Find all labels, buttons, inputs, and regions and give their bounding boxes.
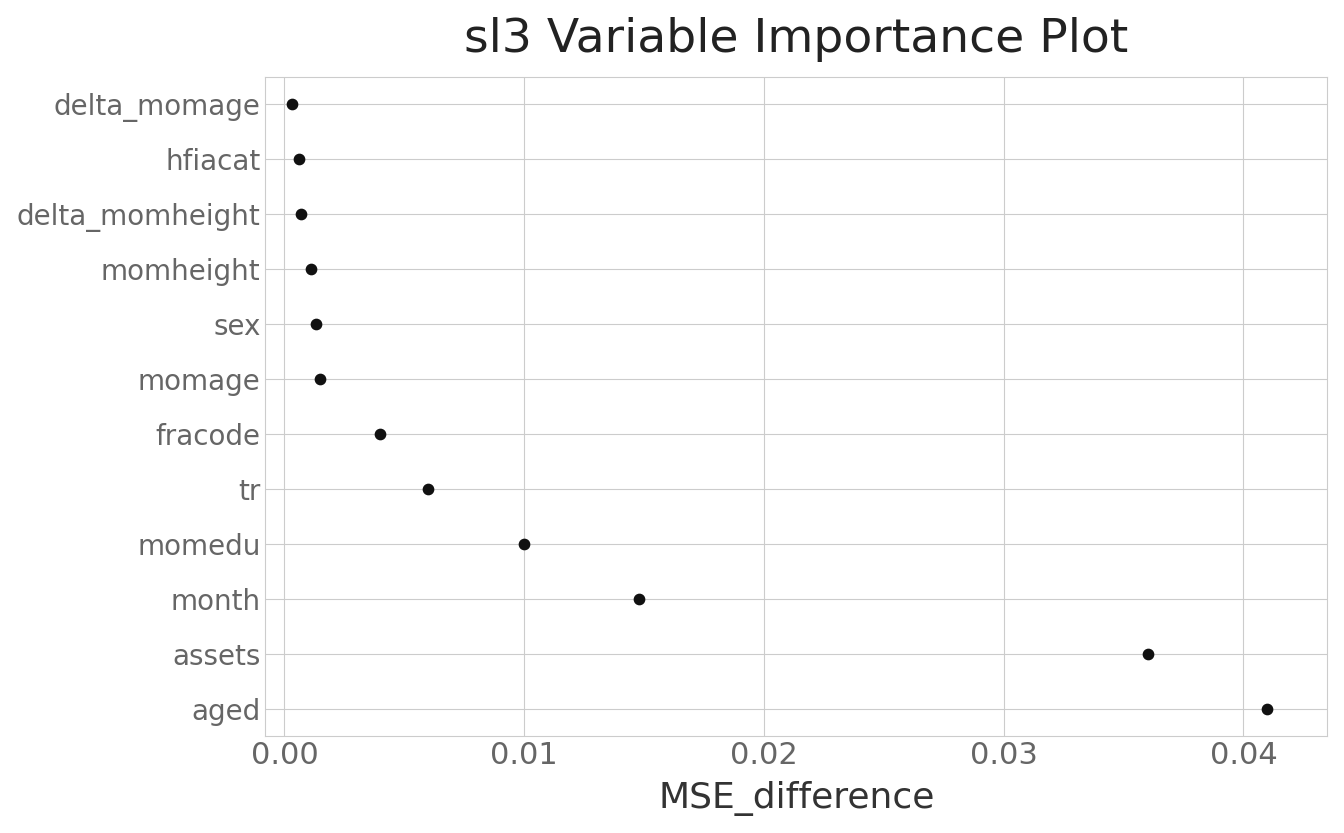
Title: sl3 Variable Importance Plot: sl3 Variable Importance Plot [464,17,1129,62]
Point [629,592,650,606]
Point [309,372,331,386]
Point [418,482,439,496]
Point [288,152,309,166]
Point [281,97,302,111]
Point [513,537,535,551]
Point [300,262,321,276]
X-axis label: MSE_difference: MSE_difference [659,781,934,816]
Point [370,427,391,441]
Point [1137,647,1159,661]
Point [290,207,312,221]
Point [305,317,327,331]
Point [1257,702,1278,716]
